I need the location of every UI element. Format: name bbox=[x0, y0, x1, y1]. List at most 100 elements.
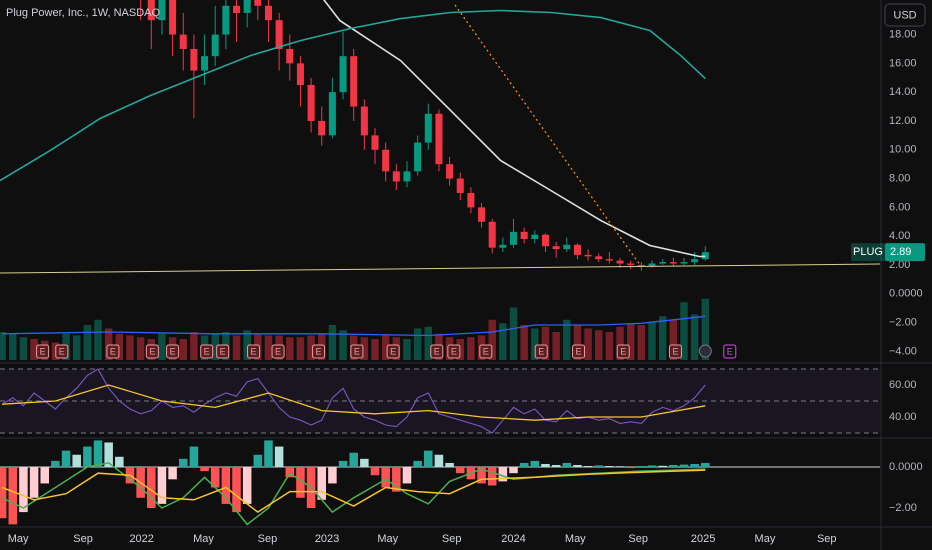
earnings-marker bbox=[447, 344, 461, 359]
volume-bar bbox=[658, 316, 667, 360]
macd-histogram-bar bbox=[338, 460, 348, 468]
y-tick-label: 60.00 bbox=[889, 379, 917, 391]
volume-bar bbox=[190, 332, 198, 360]
x-tick-label: May bbox=[755, 533, 776, 545]
y-tick-label: 6.00 bbox=[889, 201, 910, 213]
volume-bar bbox=[520, 325, 528, 360]
macd-line bbox=[1, 469, 706, 514]
candle-body bbox=[158, 0, 166, 21]
candle-body bbox=[328, 92, 336, 136]
volume-bar bbox=[541, 326, 550, 360]
y-tick-label: 18.00 bbox=[889, 28, 917, 40]
candle-body bbox=[467, 192, 475, 208]
x-tick-label: Sep bbox=[817, 533, 837, 545]
earnings-marker bbox=[571, 344, 585, 359]
earnings-marker-label: E bbox=[672, 346, 678, 356]
moving-average bbox=[0, 9, 706, 182]
candle-body bbox=[478, 207, 486, 222]
macd-histogram-bar bbox=[647, 465, 657, 468]
earnings-marker-label: E bbox=[620, 346, 626, 356]
earnings-marker-label: E bbox=[275, 346, 281, 356]
volume-bar bbox=[690, 314, 699, 360]
candle-body bbox=[659, 262, 667, 264]
volume-bar bbox=[360, 337, 369, 360]
x-tick-label: May bbox=[377, 533, 398, 545]
candle-body bbox=[286, 48, 294, 64]
candle-body bbox=[552, 246, 560, 250]
macd-histogram-bar bbox=[0, 467, 7, 519]
candle-body bbox=[563, 244, 571, 250]
chart-title: Plug Power, Inc., 1W, NASDAQ bbox=[6, 7, 161, 19]
macd-histogram-bar bbox=[530, 460, 540, 468]
macd-histogram-bar bbox=[328, 467, 337, 484]
candle-body bbox=[509, 231, 518, 245]
earnings-marker-label: E bbox=[575, 346, 581, 356]
volume-bar bbox=[339, 330, 347, 360]
macd-histogram-bar bbox=[381, 467, 390, 488]
earnings-marker bbox=[106, 344, 120, 359]
macd-histogram-bar bbox=[51, 460, 60, 468]
macd-histogram-bar bbox=[583, 466, 593, 468]
y-tick-label: 4.00 bbox=[889, 230, 910, 242]
volume-bar bbox=[605, 332, 614, 360]
candle-body bbox=[232, 5, 241, 13]
support-line bbox=[0, 263, 881, 274]
volume-bar bbox=[243, 330, 251, 360]
candle-body bbox=[169, 0, 177, 35]
volume-bar bbox=[19, 337, 28, 360]
macd-histogram-bar bbox=[615, 466, 625, 468]
macd-histogram-bar bbox=[253, 454, 263, 468]
volume-bar bbox=[296, 337, 305, 360]
earnings-marker bbox=[668, 344, 682, 359]
macd-histogram-bar bbox=[61, 450, 71, 468]
macd-histogram-bar bbox=[157, 467, 167, 504]
candle-body bbox=[531, 234, 539, 240]
macd-histogram-bar bbox=[93, 440, 103, 468]
macd-histogram-bar bbox=[455, 467, 465, 474]
candle-body bbox=[595, 256, 603, 260]
candle-body bbox=[403, 171, 411, 182]
candle-body bbox=[680, 262, 688, 264]
candle-body bbox=[691, 259, 699, 263]
macd-histogram-bar bbox=[605, 466, 614, 468]
volume-bar bbox=[30, 339, 38, 360]
macd-histogram-bar bbox=[8, 467, 18, 525]
dividend-icon bbox=[698, 344, 712, 358]
macd-histogram-bar bbox=[285, 467, 295, 478]
macd-histogram-bar bbox=[413, 460, 422, 468]
x-tick-label: May bbox=[193, 533, 214, 545]
candle-body bbox=[307, 84, 315, 121]
rsi-ma bbox=[2, 384, 706, 421]
x-tick-label: 2022 bbox=[129, 533, 153, 545]
macd-histogram-bar bbox=[392, 467, 401, 492]
macd-histogram-bar bbox=[594, 465, 604, 468]
macd-histogram-bar bbox=[434, 454, 444, 468]
candle-body bbox=[648, 263, 656, 267]
macd-histogram-bar bbox=[701, 462, 710, 468]
earnings-marker-label: E bbox=[204, 346, 210, 356]
y-tick-label: 12.00 bbox=[889, 115, 917, 127]
candle-body bbox=[211, 34, 219, 57]
volume-bar bbox=[0, 332, 6, 360]
y-tick-label: −2.00 bbox=[889, 316, 917, 328]
macd-histogram-bar bbox=[487, 467, 497, 486]
volume-bar bbox=[9, 333, 17, 360]
macd-histogram-bar bbox=[296, 467, 305, 498]
y-tick-label: 40.00 bbox=[889, 411, 917, 423]
volume-bar bbox=[680, 302, 688, 360]
candle-body bbox=[446, 164, 454, 179]
upcoming-earnings bbox=[723, 344, 737, 359]
macd-histogram-bar bbox=[551, 464, 561, 468]
candle-body bbox=[701, 252, 709, 260]
volume-bar bbox=[531, 328, 539, 360]
volume-bar bbox=[595, 330, 603, 360]
currency-label[interactable]: USD bbox=[893, 9, 916, 21]
candle-body bbox=[499, 244, 507, 248]
macd-histogram-bar bbox=[626, 467, 635, 469]
volume-bar bbox=[83, 325, 92, 360]
volume-bar bbox=[648, 321, 656, 360]
currency-button[interactable] bbox=[884, 3, 926, 27]
